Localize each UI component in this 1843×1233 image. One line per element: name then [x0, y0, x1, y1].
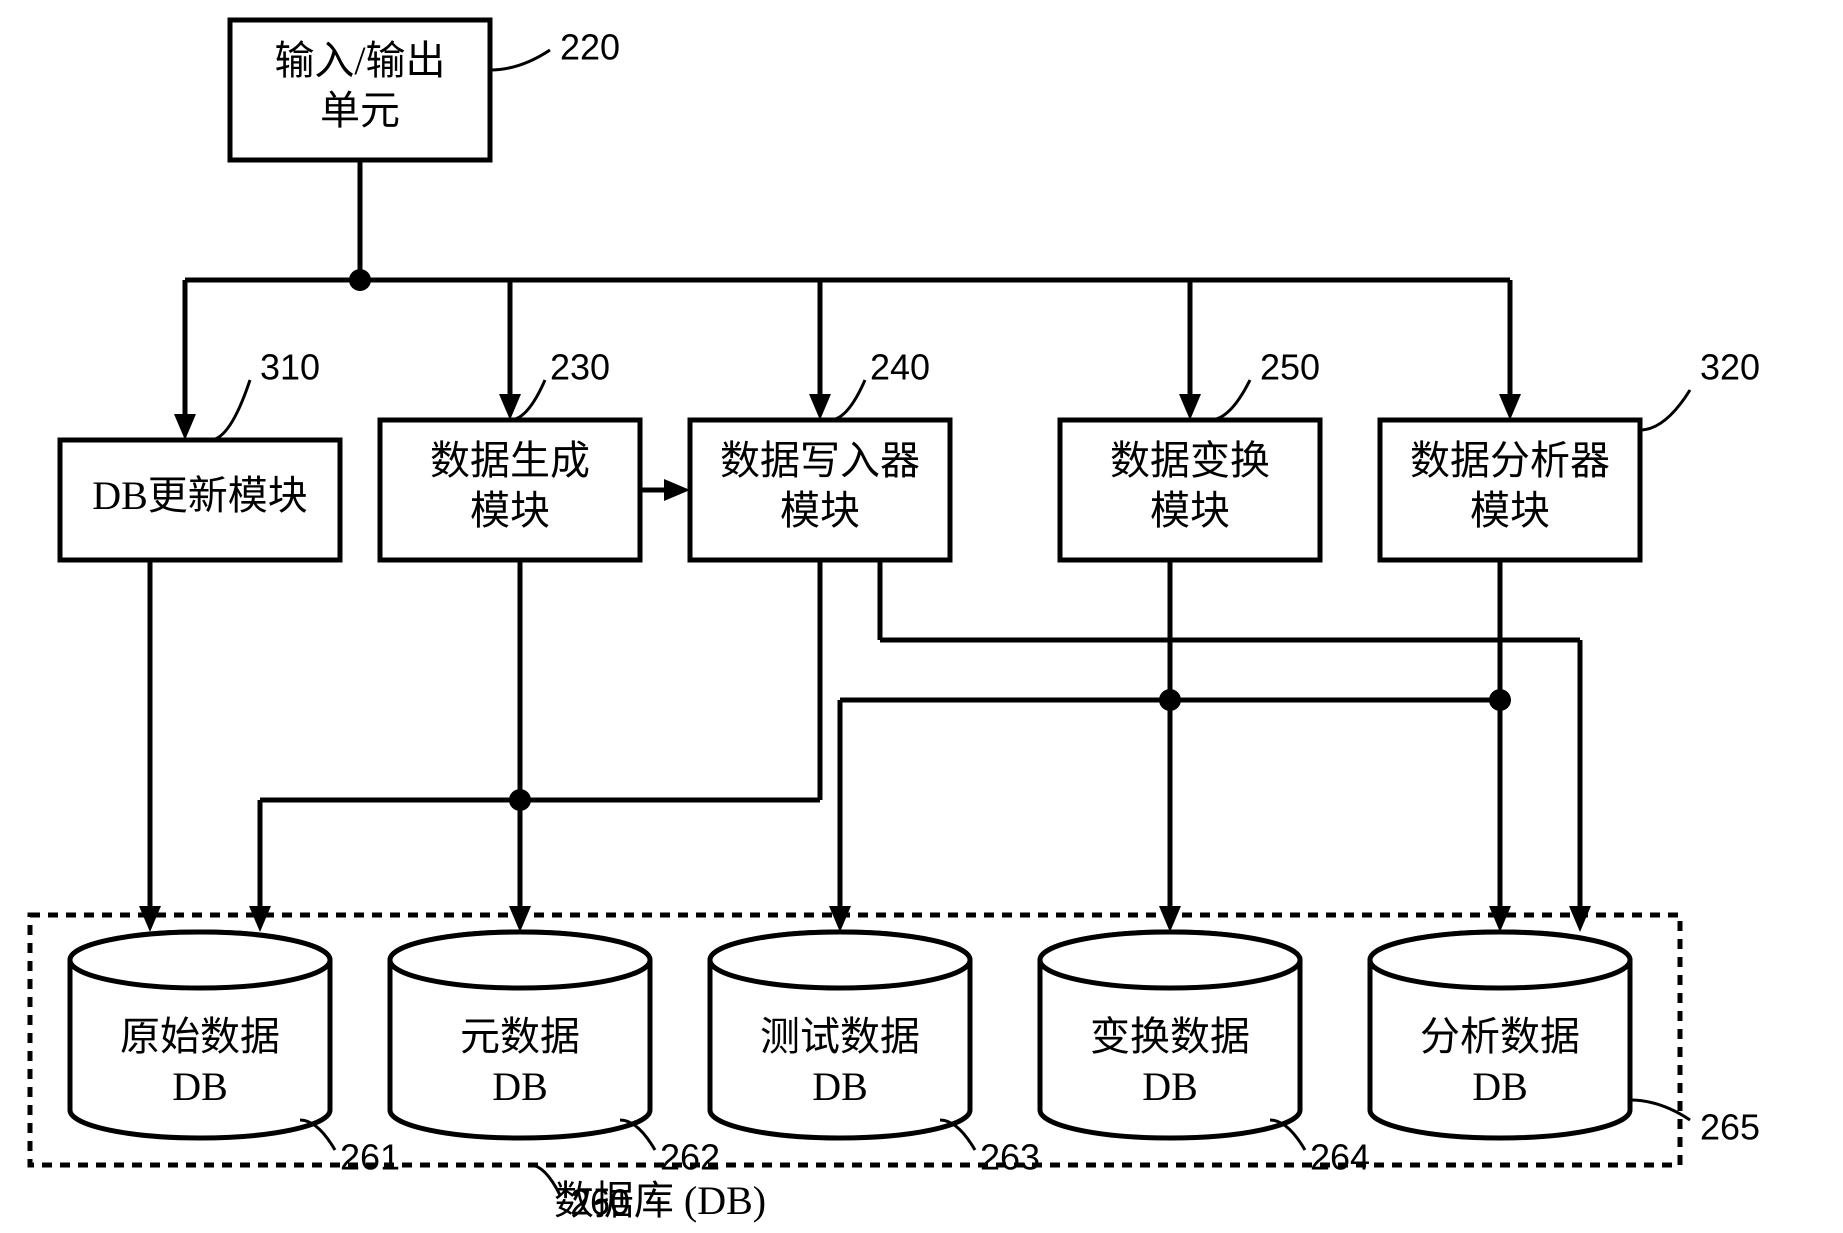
- svg-text:265: 265: [1700, 1107, 1760, 1148]
- svg-text:263: 263: [980, 1137, 1040, 1178]
- svg-text:单元: 单元: [320, 88, 400, 133]
- svg-text:264: 264: [1310, 1137, 1370, 1178]
- svg-text:230: 230: [550, 347, 610, 388]
- svg-text:分析数据: 分析数据: [1420, 1014, 1580, 1059]
- svg-text:数据写入器: 数据写入器: [720, 438, 920, 483]
- svg-text:模块: 模块: [470, 488, 550, 533]
- svg-text:数据变换: 数据变换: [1110, 438, 1270, 483]
- svg-text:250: 250: [1260, 347, 1320, 388]
- svg-text:输入/输出: 输入/输出: [274, 38, 445, 83]
- svg-text:DB: DB: [1142, 1064, 1198, 1109]
- svg-text:模块: 模块: [1470, 488, 1550, 533]
- svg-text:变换数据: 变换数据: [1090, 1014, 1250, 1059]
- svg-text:261: 261: [340, 1137, 400, 1178]
- svg-text:DB: DB: [812, 1064, 868, 1109]
- svg-text:DB: DB: [492, 1064, 548, 1109]
- svg-text:模块: 模块: [780, 488, 860, 533]
- svg-text:测试数据: 测试数据: [760, 1014, 920, 1059]
- svg-text:数据库 (DB): 数据库 (DB): [554, 1178, 766, 1223]
- svg-text:310: 310: [260, 347, 320, 388]
- svg-text:DB: DB: [172, 1064, 228, 1109]
- svg-text:DB更新模块: DB更新模块: [92, 473, 308, 518]
- svg-text:模块: 模块: [1150, 488, 1230, 533]
- svg-text:数据生成: 数据生成: [430, 438, 590, 483]
- svg-text:原始数据: 原始数据: [120, 1014, 280, 1059]
- svg-text:DB: DB: [1472, 1064, 1528, 1109]
- svg-text:元数据: 元数据: [460, 1014, 580, 1059]
- svg-text:240: 240: [870, 347, 930, 388]
- svg-text:220: 220: [560, 27, 620, 68]
- svg-text:262: 262: [660, 1137, 720, 1178]
- svg-text:320: 320: [1700, 347, 1760, 388]
- svg-text:数据分析器: 数据分析器: [1410, 438, 1610, 483]
